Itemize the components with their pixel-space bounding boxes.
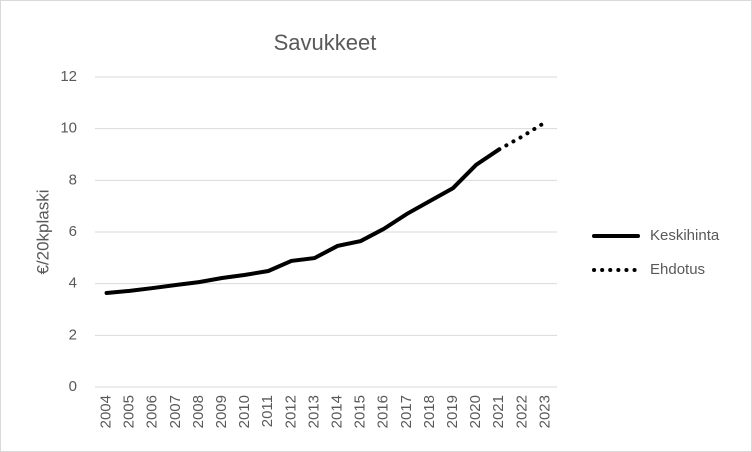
x-tick-label: 2009 <box>213 395 230 428</box>
y-tick-label: 4 <box>69 275 77 292</box>
chart-title: Savukkeet <box>274 30 377 55</box>
x-tick-label: 2007 <box>167 395 184 428</box>
x-tick-label: 2022 <box>513 395 530 428</box>
x-tick-label: 2021 <box>490 395 507 428</box>
y-tick-label: 10 <box>60 120 77 137</box>
y-axis-label: €/20kplaski <box>33 189 52 274</box>
y-tick-label: 6 <box>69 223 77 240</box>
series-line <box>104 147 502 295</box>
y-tick-label: 2 <box>69 326 77 343</box>
x-tick-label: 2020 <box>467 395 484 428</box>
x-tick-label: 2004 <box>98 395 115 428</box>
x-tick-label: 2019 <box>444 395 461 428</box>
series-line <box>497 120 548 152</box>
y-tick-label: 8 <box>69 171 77 188</box>
y-tick-label: 12 <box>60 68 77 85</box>
x-tick-label: 2014 <box>329 395 346 428</box>
x-tick-label: 2015 <box>352 395 369 428</box>
x-tick-label: 2011 <box>259 395 276 427</box>
legend-label: Ehdotus <box>650 261 705 278</box>
x-tick-label: 2012 <box>282 395 299 428</box>
y-tick-label: 0 <box>69 378 77 395</box>
x-tick-label: 2017 <box>398 395 415 428</box>
x-tick-label: 2018 <box>421 395 438 428</box>
x-tick-label: 2008 <box>190 395 207 428</box>
x-tick-label: 2013 <box>305 395 322 428</box>
x-tick-label: 2010 <box>236 395 253 428</box>
x-tick-label: 2023 <box>536 395 553 428</box>
x-tick-label: 2006 <box>144 395 161 428</box>
x-tick-label: 2016 <box>375 395 392 428</box>
x-tick-label: 2005 <box>121 395 138 428</box>
legend-label: Keskihinta <box>650 227 720 244</box>
